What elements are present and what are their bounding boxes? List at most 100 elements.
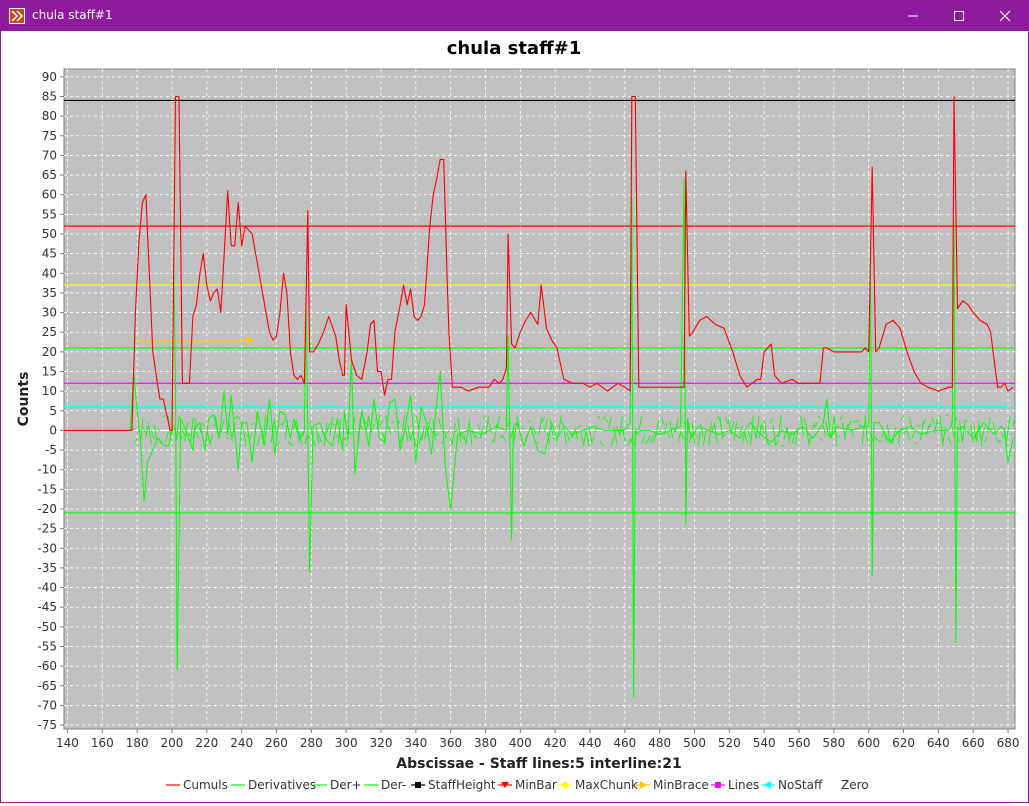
y-tick-label: -5: [45, 443, 57, 457]
legend-marker: [640, 781, 647, 789]
y-tick-label: -40: [37, 581, 57, 595]
y-tick-label: -30: [37, 541, 57, 555]
x-tick-label: 540: [753, 736, 776, 750]
y-tick-label: -25: [37, 522, 57, 536]
x-tick-label: 400: [509, 736, 532, 750]
legend-item-derivatives: Derivatives: [231, 778, 316, 792]
y-tick-label: 10: [42, 384, 57, 398]
legend-label: MaxChunk: [575, 778, 638, 792]
x-tick-label: 280: [300, 736, 323, 750]
chart-canvas: chula staff#1 -75-70-65-60-55-50-45-40-3…: [16, 38, 1019, 792]
legend-item-lines: Lines: [711, 778, 759, 792]
x-tick-label: 380: [474, 736, 497, 750]
legend-item-zero: Zero: [841, 778, 869, 792]
legend-item-staffheight: StaffHeight: [411, 778, 496, 792]
legend-label: Zero: [841, 778, 869, 792]
legend: Cumuls Derivatives Der+ Der- StaffHeight MinB…: [166, 778, 869, 792]
legend-marker: [715, 782, 721, 788]
legend-item-maxchunk: MaxChunk: [558, 778, 638, 792]
y-tick-label: 60: [42, 188, 57, 202]
chart-panel: chula staff#1 -75 -70 -65 -60 -55 -50 -45 -40 -3…: [1, 31, 1028, 802]
series-cumuls-line: [64, 95, 1014, 431]
x-tick-label: 480: [648, 736, 671, 750]
y-tick-label: -45: [37, 600, 57, 614]
y-tick-label: 75: [42, 129, 57, 143]
x-tick-label: 500: [683, 736, 706, 750]
x-tick-label: 580: [822, 736, 845, 750]
legend-item-minbrace: MinBrace: [636, 778, 709, 792]
maximize-icon: [954, 11, 964, 21]
y-tick-label: 20: [42, 345, 57, 359]
series-layer: [64, 95, 1016, 699]
legend-label: Der+: [330, 778, 362, 792]
y-axis: -75-70-65-60-55-50-45-40-35-30-25-20-15-…: [37, 70, 64, 732]
y-tick-label: -65: [37, 679, 57, 693]
y-tick-label: 5: [49, 404, 57, 418]
y-tick-label: -75: [37, 718, 57, 732]
legend-item-nostaff: NoStaff: [761, 778, 823, 792]
legend-item-derminus: Der-: [364, 778, 406, 792]
x-tick-label: 600: [857, 736, 880, 750]
window-title: chula staff#1: [32, 8, 113, 22]
y-tick-label: 90: [42, 70, 57, 84]
close-icon: [999, 10, 1011, 22]
x-axis: 140 160 180 200 220 240 260 280 300 320 340 360 380 4…: [56, 729, 1019, 750]
legend-marker: [415, 782, 421, 788]
x-tick-label: 160: [91, 736, 114, 750]
legend-marker: [501, 782, 509, 788]
x-tick-label: 560: [788, 736, 811, 750]
legend-label: Lines: [728, 778, 759, 792]
y-tick-label: 25: [42, 325, 57, 339]
x-tick-label: 680: [997, 736, 1020, 750]
close-button[interactable]: [982, 1, 1028, 31]
x-tick-label: 440: [579, 736, 602, 750]
x-tick-label: 360: [439, 736, 462, 750]
legend-marker: [764, 781, 771, 789]
x-tick-label: 460: [613, 736, 636, 750]
y-tick-label: 50: [42, 227, 57, 241]
minimize-button[interactable]: [890, 1, 936, 31]
y-tick-label: 45: [42, 247, 57, 261]
x-tick-label: 620: [892, 736, 915, 750]
y-tick-label: -60: [37, 659, 57, 673]
x-tick-label: 180: [126, 736, 149, 750]
series-derivatives: [64, 178, 1016, 699]
legend-marker: [561, 781, 569, 789]
y-tick-label: -35: [37, 561, 57, 575]
y-tick-label: 55: [42, 207, 57, 221]
legend-label: Der-: [381, 778, 406, 792]
plot-area: [63, 68, 1016, 730]
y-tick-label: -50: [37, 620, 57, 634]
x-tick-label: 340: [404, 736, 427, 750]
y-tick-label: 40: [42, 266, 57, 280]
x-axis-label: Abscissae - Staff lines:5 interline:21: [396, 756, 682, 772]
legend-label: MinBar: [515, 778, 557, 792]
x-tick-label: 300: [335, 736, 358, 750]
x-tick-label: 140: [56, 736, 79, 750]
legend-label: MinBrace: [653, 778, 709, 792]
y-tick-label: 0: [49, 423, 57, 437]
y-tick-label: 80: [42, 109, 57, 123]
x-tick-label: 660: [962, 736, 985, 750]
app-logo-icon: [9, 8, 25, 24]
x-tick-label: 220: [195, 736, 218, 750]
legend-label: Cumuls: [183, 778, 228, 792]
y-tick-label: -10: [37, 463, 57, 477]
y-axis-label: Counts: [16, 372, 32, 427]
x-tick-label: 320: [370, 736, 393, 750]
minimize-icon: [908, 15, 918, 17]
legend-label: StaffHeight: [428, 778, 496, 792]
y-tick-label: 70: [42, 148, 57, 162]
maximize-button[interactable]: [936, 1, 982, 31]
x-tick-label: 200: [161, 736, 184, 750]
title-bar[interactable]: chula staff#1: [1, 1, 1028, 31]
y-tick-label: -55: [37, 640, 57, 654]
legend-label: Derivatives: [248, 778, 316, 792]
legend-item-derplus: Der+: [313, 778, 362, 792]
y-tick-label: 15: [42, 365, 57, 379]
x-tick-label: 520: [718, 736, 741, 750]
x-tick-label: 240: [230, 736, 253, 750]
series-cumuls: [64, 95, 1014, 431]
y-tick-label: 35: [42, 286, 57, 300]
